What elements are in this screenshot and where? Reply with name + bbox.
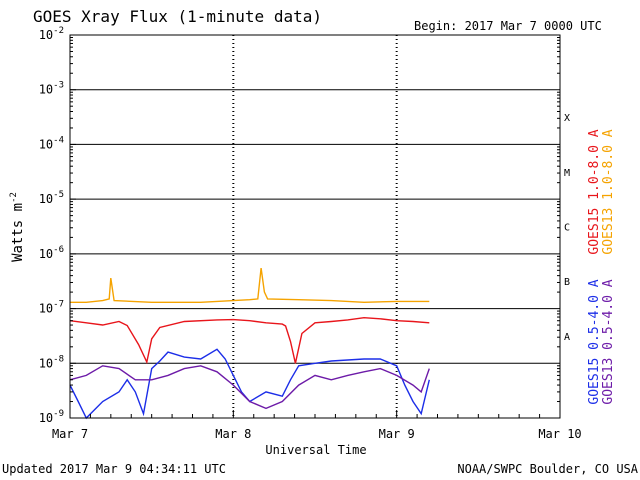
legend-entry-3: GOES15 0.5-4.0 A <box>587 279 602 404</box>
x-axis-label: Universal Time <box>265 443 366 457</box>
series-line-2 <box>70 268 430 304</box>
chart-title: GOES Xray Flux (1-minute data) <box>33 7 322 26</box>
axis-layer: 10-9 10-8 10-7 10-6 10-5 10-4 10-3 10-2 Mar 7 Mar… <box>39 26 582 441</box>
legend-entry-1: GOES15 1.0-8.0 A <box>587 129 602 254</box>
begin-label: Begin: 2017 Mar 7 0000 UTC <box>414 19 602 33</box>
legend: GOES15 1.0-8.0 A GOES13 1.0-8.0 A GOES15 0… <box>587 129 616 404</box>
flare-class-label: X <box>564 113 570 124</box>
plot-frame <box>69 34 561 419</box>
y-tick-label: 10-7 <box>39 300 64 316</box>
y-axis-label-exponent: -2 <box>9 192 19 203</box>
series-line-4 <box>69 365 430 410</box>
flare-class-label: B <box>564 277 570 288</box>
y-tick-label: 10-6 <box>39 245 64 261</box>
y-tick-label: 10-2 <box>39 26 64 42</box>
y-axis-label: Watts m-2 <box>9 192 26 262</box>
flare-class-label: C <box>564 223 570 234</box>
series-line-3 <box>69 348 430 420</box>
series-layer <box>69 268 430 420</box>
y-tick-label: 10-5 <box>39 190 64 206</box>
x-tick-label: Mar 7 <box>52 427 88 441</box>
y-tick-label: 10-9 <box>39 409 64 425</box>
series-line-1 <box>69 316 430 365</box>
credit-label: NOAA/SWPC Boulder, CO USA <box>457 462 638 476</box>
y-tick-label: 10-3 <box>39 81 64 97</box>
x-tick-label: Mar 10 <box>538 427 581 441</box>
legend-entry-2: GOES13 1.0-8.0 A <box>601 129 616 254</box>
svg-text:Watts m-2: Watts m-2 <box>9 192 26 262</box>
legend-entry-4: GOES13 0.5-4.0 A <box>601 279 616 404</box>
y-tick-label: 10-4 <box>39 135 64 151</box>
x-tick-label: Mar 8 <box>215 427 251 441</box>
flare-class-label: M <box>564 168 570 179</box>
y-axis-label-base: Watts m <box>10 203 26 262</box>
y-tick-label: 10-8 <box>39 354 64 370</box>
x-tick-label: Mar 9 <box>379 427 415 441</box>
flare-class-label: A <box>564 332 570 343</box>
updated-label: Updated 2017 Mar 9 04:34:11 UTC <box>2 462 226 476</box>
grid-layer <box>70 34 560 419</box>
